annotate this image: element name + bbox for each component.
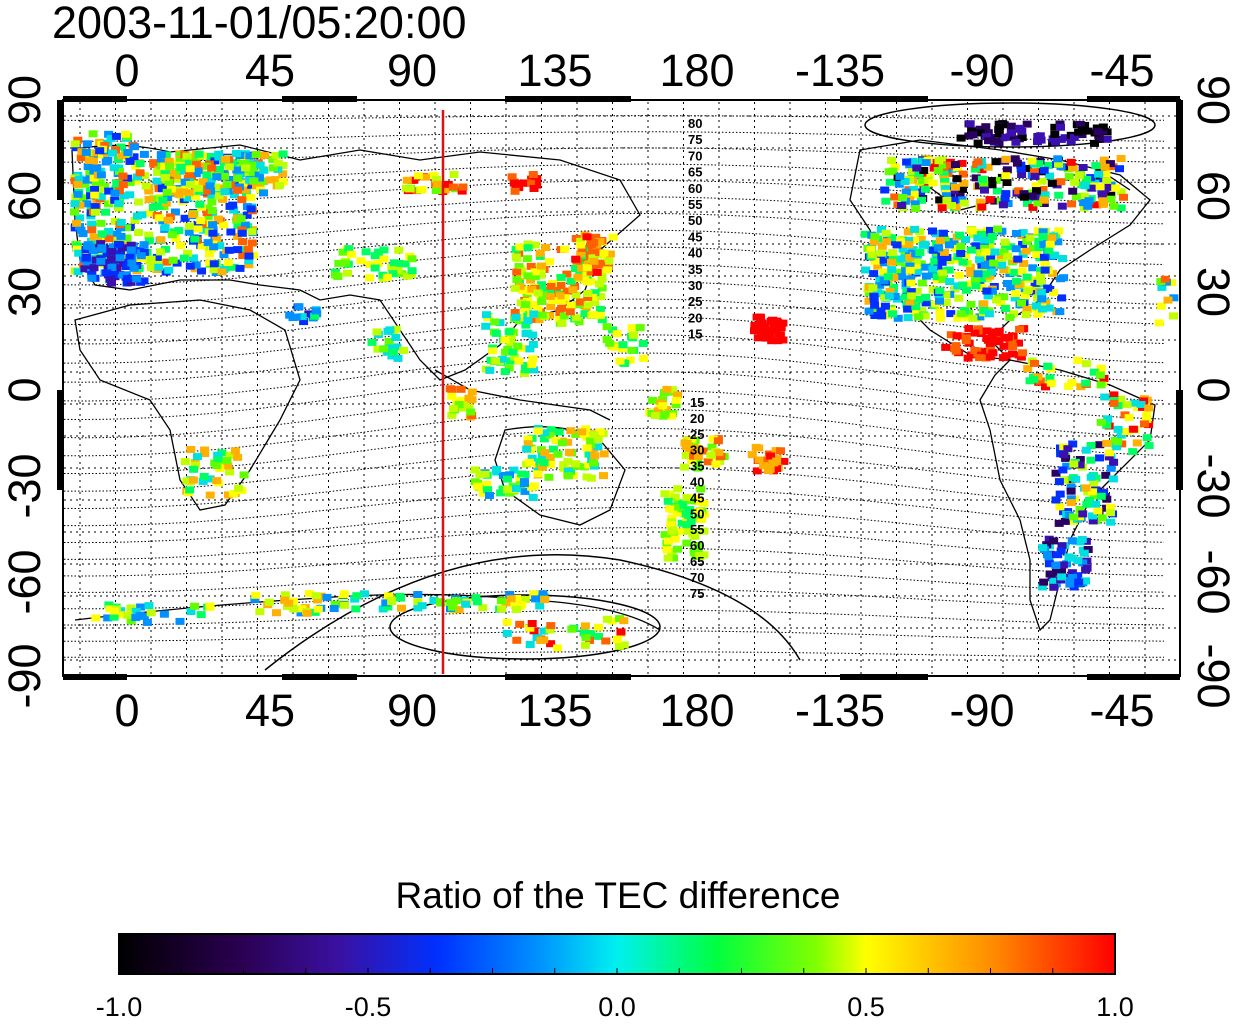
magnetic-pole-ovals <box>264 102 1156 671</box>
contour-label-south: 20 <box>690 411 704 426</box>
colorbar-tick-label: -0.5 <box>345 992 392 1022</box>
top-longitude-axis: 0 45 90 135 180 -135 -90 -45 <box>114 45 1154 96</box>
right-ticks-label: 60 <box>1188 171 1239 221</box>
right-latitude-axis: 90 60 30 0 -30 -60 -90 <box>1188 75 1239 709</box>
contour-label-south: 40 <box>690 475 704 490</box>
bottom-ticks-label: 135 <box>517 685 592 736</box>
contour-label-south: 35 <box>690 459 704 474</box>
left-ticks-label: -30 <box>0 453 50 518</box>
right-ticks-label: -90 <box>1188 643 1239 708</box>
contour-label-north: 15 <box>688 327 702 342</box>
contour-label-north: 40 <box>688 246 702 261</box>
top-ticks-label: -90 <box>949 45 1014 96</box>
contour-label-south: 30 <box>690 443 704 458</box>
bottom-ticks-label: 0 <box>114 685 139 736</box>
contour-label-north: 35 <box>688 262 702 277</box>
contour-label-north: 75 <box>688 132 702 147</box>
bottom-ticks-label: -45 <box>1089 685 1154 736</box>
right-ticks-label: -30 <box>1188 453 1239 518</box>
left-ticks-label: 30 <box>0 267 50 317</box>
contour-label-south: 55 <box>690 522 704 537</box>
contour-labels: 8075706560555045403530252015152025303540… <box>688 116 704 601</box>
frame-segments <box>57 96 1183 680</box>
contour-label-north: 60 <box>688 181 702 196</box>
bottom-ticks-label: 90 <box>387 685 437 736</box>
colorbar-tick-label: -1.0 <box>96 992 143 1022</box>
contour-label-south: 70 <box>690 570 704 585</box>
colorbar <box>118 933 1116 975</box>
top-ticks-label: 90 <box>387 45 437 96</box>
contour-label-south: 75 <box>690 586 704 601</box>
bottom-ticks-label: 180 <box>659 685 734 736</box>
contour-label-north: 45 <box>688 229 702 244</box>
left-latitude-axis: 90 60 30 0 -30 -60 -90 <box>0 75 50 709</box>
contour-label-north: 25 <box>688 294 702 309</box>
top-ticks-label: -45 <box>1089 45 1154 96</box>
tec-data-pixels <box>70 120 1179 652</box>
top-ticks-label: 45 <box>245 45 295 96</box>
colorbar-minor-ticks <box>118 968 1116 974</box>
contour-label-south: 60 <box>690 538 704 553</box>
contour-label-north: 55 <box>688 197 702 212</box>
contour-label-south: 65 <box>690 554 704 569</box>
left-ticks-label: 60 <box>0 171 50 221</box>
contour-label-north: 50 <box>688 213 702 228</box>
right-ticks-label: 0 <box>1188 377 1239 402</box>
contour-label-north: 30 <box>688 278 702 293</box>
top-ticks-label: 135 <box>517 45 592 96</box>
bottom-longitude-axis: 0 45 90 135 180 -135 -90 -45 <box>114 685 1154 736</box>
contour-label-north: 20 <box>688 310 702 325</box>
contour-label-north: 80 <box>688 116 702 131</box>
left-ticks-label: 0 <box>0 377 50 402</box>
right-ticks-label: 90 <box>1188 75 1239 125</box>
left-ticks-label: -90 <box>0 643 50 708</box>
colorbar-tick-label: 0.0 <box>598 992 636 1022</box>
right-ticks-label: 30 <box>1188 267 1239 317</box>
colorbar-tick-label: 1.0 <box>1096 992 1134 1022</box>
colorbar-tick-label: 0.5 <box>847 992 885 1022</box>
contour-label-south: 15 <box>690 395 704 410</box>
left-ticks-label: -60 <box>0 549 50 614</box>
contour-label-south: 50 <box>690 506 704 521</box>
contour-label-south: 45 <box>690 490 704 505</box>
bottom-ticks-label: -135 <box>795 685 885 736</box>
right-ticks-label: -60 <box>1188 549 1239 614</box>
contour-label-north: 65 <box>688 165 702 180</box>
top-ticks-label: 0 <box>114 45 139 96</box>
colorbar-title: Ratio of the TEC difference <box>396 875 841 916</box>
top-ticks-label: -135 <box>795 45 885 96</box>
figure-title: 2003-11-01/05:20:00 <box>52 0 467 48</box>
contour-label-north: 70 <box>688 148 702 163</box>
top-ticks-label: 180 <box>659 45 734 96</box>
bottom-ticks-label: -90 <box>949 685 1014 736</box>
colorbar-tick-labels: -1.0 -0.5 0.0 0.5 1.0 <box>96 992 1134 1022</box>
contour-label-south: 25 <box>690 427 704 442</box>
left-ticks-label: 90 <box>0 75 50 125</box>
bottom-ticks-label: 45 <box>245 685 295 736</box>
